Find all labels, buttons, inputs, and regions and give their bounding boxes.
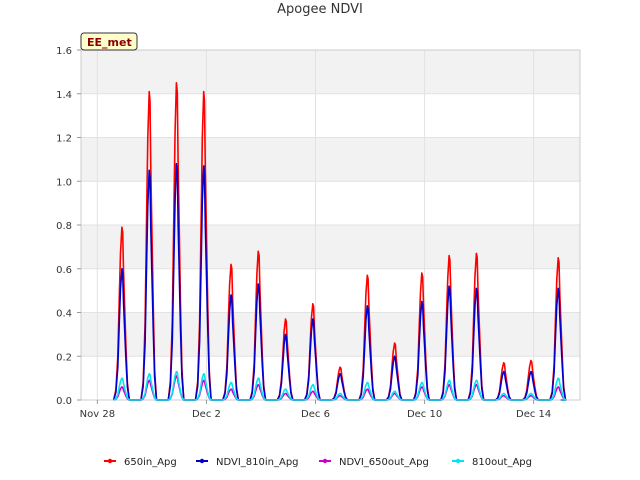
background-band — [81, 137, 580, 182]
legend-label-NDVI_810in_Apg: NDVI_810in_Apg — [216, 457, 299, 468]
x-tick-label: Dec 6 — [301, 409, 330, 420]
legend-label-650in_Apg: 650in_Apg — [124, 457, 177, 468]
background-band — [81, 181, 580, 225]
series-layer — [112, 82, 567, 401]
legend-label-NDVI_650out_Apg: NDVI_650out_Apg — [339, 457, 429, 468]
plot-background-bands — [81, 50, 580, 400]
y-tick-label: 0.4 — [56, 309, 72, 320]
y-tick-label: 0.6 — [56, 265, 72, 276]
legend-marker-810out_Apg — [455, 458, 461, 464]
x-tick-label: Dec 2 — [192, 409, 221, 420]
x-tick-label: Dec 10 — [407, 409, 442, 420]
y-tick-label: 0.2 — [56, 352, 72, 363]
series-line-810out_Apg — [113, 370, 567, 401]
y-tick-label: 1.2 — [56, 134, 72, 145]
x-tick-label: Nov 28 — [80, 409, 115, 420]
background-band — [81, 225, 580, 269]
y-tick-label: 0.8 — [56, 221, 72, 232]
legend-marker-NDVI_810in_Apg — [199, 458, 205, 464]
legend-marker-NDVI_650out_Apg — [322, 458, 328, 464]
x-tick-label: Dec 14 — [516, 409, 551, 420]
y-axis: 0.0 0.2 0.4 0.6 0.8 1.0 1.2 1.4 1.6 — [56, 46, 81, 407]
y-tick-label: 1.6 — [56, 46, 72, 57]
background-band — [81, 356, 580, 400]
legend-marker-650in_Apg — [107, 458, 113, 464]
background-band — [81, 268, 580, 313]
site-label-text: EE_met — [87, 36, 132, 49]
site-label-badge: EE_met — [80, 32, 138, 51]
series-line-NDVI_810in_Apg — [112, 162, 567, 401]
legend-label-810out_Apg: 810out_Apg — [472, 457, 532, 468]
y-tick-label: 1.4 — [56, 90, 72, 101]
background-band — [81, 312, 580, 357]
y-tick-label: 1.0 — [56, 177, 72, 188]
legend: 650in_Apg NDVI_810in_Apg NDVI_650out_Apg 81… — [104, 457, 532, 468]
y-tick-label: 0.0 — [56, 396, 72, 407]
site-label-box — [80, 32, 138, 51]
x-axis: Nov 28 Dec 2 Dec 6 Dec 10 Dec 14 — [80, 400, 551, 420]
background-band — [81, 50, 580, 94]
background-band — [81, 93, 580, 138]
chart-title: Apogee NDVI — [277, 2, 363, 17]
